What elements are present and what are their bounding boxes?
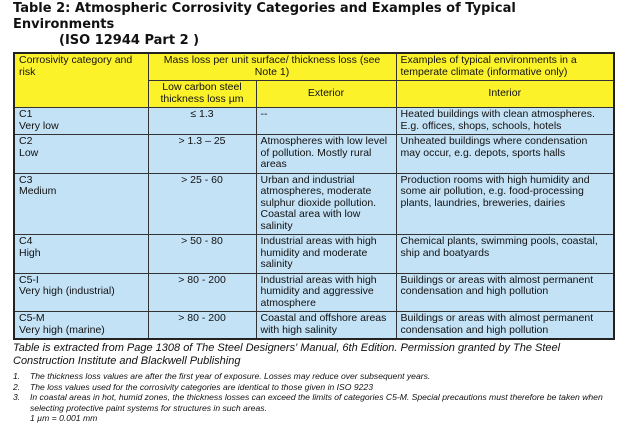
table-row: C5-I Very high (industrial) > 80 - 200 Indu… <box>13 272 615 312</box>
category-cell: C2 Low <box>13 134 149 174</box>
interior-cell: Production rooms with high humidity and … <box>395 172 615 235</box>
exterior-cell: -- <box>255 107 397 135</box>
note-number: 2. <box>13 381 21 392</box>
note-number: 3. <box>13 392 21 402</box>
thickness-loss-cell: > 80 - 200 <box>147 272 257 312</box>
category-risk: Low <box>19 146 39 159</box>
thickness-loss-cell: > 80 - 200 <box>147 311 257 340</box>
note-text: The loss values used for the corrosivity… <box>30 381 373 392</box>
category-code: C5-M <box>19 312 45 324</box>
header-examples: Examples of typical environments in a te… <box>395 52 615 81</box>
interior-cell: Buildings or areas with almost permanent… <box>395 272 615 312</box>
header-thickness: Low carbon steel thickness loss µm <box>147 80 257 108</box>
table-row: C4 High > 50 - 80 Industrial areas with hig… <box>13 234 615 274</box>
table-row: C3 Medium > 25 - 60 Urban and industrial at… <box>13 172 615 235</box>
header-interior: Interior <box>395 80 615 108</box>
note-item: 2. The loss values used for the corrosivi… <box>13 382 615 393</box>
title-line-1: Table 2: Atmospheric Corrosivity Categor… <box>13 1 516 32</box>
category-cell: C1 Very low <box>13 107 149 135</box>
document: Table 2: Atmospheric Corrosivity Categor… <box>13 1 615 424</box>
category-risk: Very low <box>19 119 59 132</box>
note-item: 3. In coastal areas in hot, humid zones, … <box>13 392 615 413</box>
table-title: Table 2: Atmospheric Corrosivity Categor… <box>13 1 615 49</box>
notes-list: 1. The thickness loss values are after th… <box>13 371 615 424</box>
category-code: C3 <box>19 173 33 186</box>
note-text: The thickness loss values are after the … <box>30 371 431 381</box>
category-cell: C5-I Very high (industrial) <box>13 272 149 312</box>
source-note: Table is extracted from Page 1308 of The… <box>13 342 561 367</box>
note-number: 1. <box>13 371 21 381</box>
exterior-cell: Coastal and offshore areas with high sal… <box>255 311 397 340</box>
category-code: C5-I <box>19 273 39 286</box>
unit-note: 1 µm = 0.001 mm <box>13 413 615 424</box>
title-line-2: (ISO 12944 Part 2 ) <box>59 33 200 48</box>
category-code: C2 <box>19 135 33 147</box>
thickness-loss-cell: ≤ 1.3 <box>147 107 257 135</box>
thickness-loss-cell: > 50 - 80 <box>147 234 257 274</box>
category-risk: Very high (marine) <box>19 323 105 336</box>
category-cell: C4 High <box>13 234 149 274</box>
category-cell: C5-M Very high (marine) <box>13 311 149 340</box>
exterior-cell: Industrial areas with high humidity and … <box>255 234 397 274</box>
unit-note-text: 1 µm = 0.001 mm <box>30 413 98 423</box>
header-exterior: Exterior <box>255 80 397 108</box>
header-category: Corrosivity category and risk <box>13 52 149 108</box>
exterior-cell: Atmospheres with low level of pollution.… <box>255 134 397 174</box>
thickness-loss-cell: > 1.3 – 25 <box>147 134 257 174</box>
category-risk: High <box>19 246 41 259</box>
note-item: 1. The thickness loss values are after th… <box>13 371 615 382</box>
category-code: C4 <box>19 235 33 247</box>
table-row: C5-M Very high (marine) > 80 - 200 Coastal … <box>13 311 615 340</box>
category-code: C1 <box>19 108 33 120</box>
interior-cell: Heated buildings with clean atmospheres.… <box>395 107 615 135</box>
category-cell: C3 Medium <box>13 172 149 235</box>
exterior-cell: Industrial areas with high humidity and … <box>255 272 397 312</box>
corrosivity-table: Corrosivity category and risk Mass loss … <box>13 52 615 340</box>
category-risk: Very high (industrial) <box>19 285 115 297</box>
thickness-loss-cell: > 25 - 60 <box>147 172 257 235</box>
exterior-cell: Urban and industrial atmospheres, modera… <box>255 172 397 235</box>
category-risk: Medium <box>19 185 57 197</box>
note-text: In coastal areas in hot, humid zones, th… <box>30 392 603 413</box>
interior-cell: Buildings or areas with almost permanent… <box>395 311 615 340</box>
table-row: C2 Low > 1.3 – 25 Atmospheres with low leve… <box>13 134 615 174</box>
interior-cell: Chemical plants, swimming pools, coastal… <box>395 234 615 274</box>
table-row: C1 Very low ≤ 1.3 -- Heated buildings with c… <box>13 107 615 135</box>
interior-cell: Unheated buildings where condensation ma… <box>395 134 615 174</box>
header-mass-loss: Mass loss per unit surface/ thickness lo… <box>147 52 397 81</box>
